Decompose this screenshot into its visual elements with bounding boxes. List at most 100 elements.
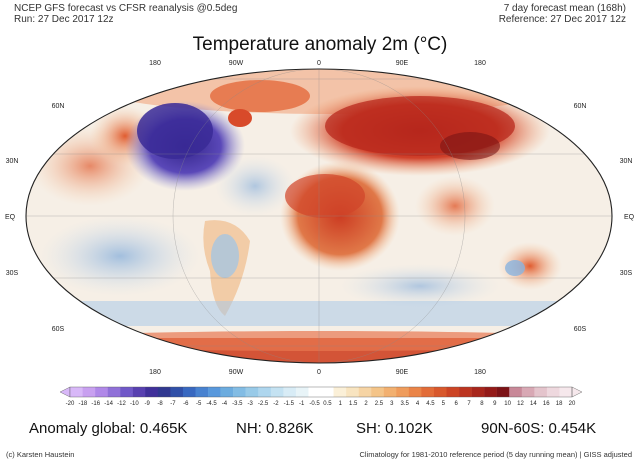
colorbar-cell	[120, 387, 133, 397]
colorbar-label: 4.5	[426, 401, 435, 407]
colorbar-label: 1	[339, 401, 343, 407]
map-title: Temperature anomaly 2m (°C)	[192, 34, 448, 55]
colorbar-cell	[82, 387, 96, 397]
colorbar-label: -14	[104, 401, 113, 407]
lon-label-bottom-2: 90W	[229, 369, 244, 376]
climatology-note: Climatology for 1981-2010 reference peri…	[359, 450, 632, 459]
colorbar: -20 -18 -16 -14 -12 -10 -9 -8 -7 -6 -5 -4.5 -4 -3.5 -3…	[59, 386, 583, 407]
header-left: NCEP GFS forecast vs CFSR reanalysis @0.…	[14, 3, 237, 25]
colorbar-label: 5	[442, 401, 446, 407]
lat-label-left-1: 60N	[52, 103, 65, 110]
colorbar-label: -9	[145, 401, 151, 407]
colorbar-label: -2.5	[258, 401, 269, 407]
lon-label-top-1: 180	[149, 60, 161, 67]
globe-outline	[25, 68, 613, 364]
colorbar-label: -8	[157, 401, 163, 407]
colorbar-cell	[208, 387, 221, 397]
lat-label-right-1: 60N	[574, 103, 587, 110]
colorbar-cell	[220, 387, 234, 397]
colorbar-cell	[182, 387, 196, 397]
header-right: 7 day forecast mean (168h) Reference: 27…	[499, 3, 626, 25]
colorbar-label: 1.5	[349, 401, 358, 407]
colorbar-label: -20	[66, 401, 75, 407]
colorbar-cell	[333, 387, 347, 397]
colorbar-label: -3	[248, 401, 254, 407]
colorbar-frame	[69, 386, 573, 398]
colorbar-cell	[95, 387, 108, 397]
colorbar-cell	[559, 387, 573, 397]
global-anomaly: Anomaly global: 0.465K	[29, 420, 188, 437]
lon-label-top-2: 90W	[229, 60, 244, 67]
colorbar-label: -0.5	[309, 401, 320, 407]
colorbar-cell	[308, 387, 322, 397]
colorbar-cell	[283, 387, 297, 397]
colorbar-label: 10	[504, 401, 511, 407]
nh-anomaly: NH: 0.826K	[236, 420, 314, 437]
colorbar-label: -12	[117, 401, 126, 407]
colorbar-cell	[396, 387, 410, 397]
colorbar-cell	[471, 387, 485, 397]
colorbar-label: 9	[493, 401, 497, 407]
colorbar-cell	[107, 387, 121, 397]
lon-label-bottom-1: 180	[149, 369, 161, 376]
colorbar-cell	[170, 387, 184, 397]
lon-label-top-5: 180	[474, 60, 486, 67]
colorbar-label: 14	[530, 401, 537, 407]
colorbar-cell	[509, 387, 522, 397]
colorbar-label: 16	[543, 401, 550, 407]
colorbar-label: -5	[196, 401, 202, 407]
colorbar-cell	[295, 387, 309, 397]
colorbar-cell	[270, 387, 284, 397]
colorbar-cell	[433, 387, 447, 397]
sh-anomaly: SH: 0.102K	[356, 420, 433, 437]
colorbar-cell	[496, 387, 510, 397]
anomaly-map: 180 90W 0 90E 180 180 90W 0 90E 180 60N …	[5, 60, 635, 376]
colorbar-cell	[546, 387, 560, 397]
lat-label-right-5: 60S	[574, 326, 587, 333]
colorbar-cell	[258, 387, 271, 397]
colorbar-extend-low	[59, 386, 71, 398]
colorbar-label: 0.5	[323, 401, 332, 407]
colorbar-label: 4	[416, 401, 420, 407]
colorbar-label: -1	[299, 401, 305, 407]
colorbar-label: -3.5	[232, 401, 243, 407]
colorbar-cell	[321, 387, 334, 397]
lat-label-left-3: EQ	[5, 214, 16, 221]
model-description: NCEP GFS forecast vs CFSR reanalysis @0.…	[14, 3, 238, 14]
lat-label-left-5: 60S	[52, 326, 65, 333]
copyright: (c) Karsten Haustein	[6, 450, 75, 459]
colorbar-cell	[446, 387, 460, 397]
lat-label-right-4: 30S	[620, 270, 633, 277]
lat-label-left-4: 30S	[6, 270, 19, 277]
colorbar-cell	[459, 387, 472, 397]
colorbar-cell	[145, 387, 159, 397]
colorbar-label: -10	[130, 401, 139, 407]
colorbar-cell	[233, 387, 246, 397]
stats-row: Anomaly global: 0.465K NH: 0.826K SH: 0.…	[0, 420, 640, 442]
colorbar-label: -2	[273, 401, 279, 407]
colorbar-cell	[421, 387, 435, 397]
colorbar-label: 12	[517, 401, 524, 407]
lon-label-top-3: 0	[317, 60, 321, 67]
colorbar-label: 2	[364, 401, 368, 407]
colorbar-label: 3	[390, 401, 394, 407]
colorbar-cell	[358, 387, 372, 397]
colorbar-cell	[132, 387, 146, 397]
colorbar-cell	[484, 387, 497, 397]
lat-label-right-3: EQ	[624, 214, 635, 221]
colorbar-cell	[70, 387, 83, 397]
colorbar-cell	[383, 387, 397, 397]
lon-label-bottom-4: 90E	[396, 369, 409, 376]
colorbar-cell	[408, 387, 422, 397]
colorbar-label: 8	[480, 401, 484, 407]
reference-time: Reference: 27 Dec 2017 12z	[498, 14, 626, 25]
lon-label-bottom-5: 180	[474, 369, 486, 376]
colorbar-label: -16	[91, 401, 100, 407]
colorbar-cell	[157, 387, 171, 397]
band-anomaly: 90N-60S: 0.454K	[481, 420, 597, 437]
colorbar-label: -1.5	[284, 401, 295, 407]
colorbar-label: -6	[183, 401, 189, 407]
colorbar-cell	[521, 387, 535, 397]
lon-label-top-4: 90E	[396, 60, 409, 67]
lat-label-right-2: 30N	[620, 158, 633, 165]
